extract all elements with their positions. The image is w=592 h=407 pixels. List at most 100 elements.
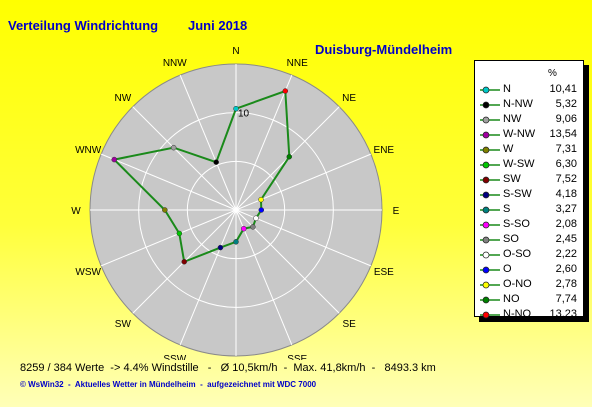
- data-point-ssw: [217, 244, 224, 251]
- legend-item: W-SW 6,30: [475, 158, 583, 173]
- direction-label: SW: [115, 319, 132, 330]
- direction-label: SSE: [287, 354, 307, 360]
- legend-unit: %: [548, 68, 557, 79]
- direction-label: ESE: [374, 267, 394, 278]
- grid-spoke: [132, 106, 237, 211]
- legend-item: O-NO 2,78: [475, 278, 583, 293]
- legend-marker: [480, 176, 500, 184]
- direction-labels: 10NNNENEENEEESESESSESSSWSWWSWWWNWNWNNW: [71, 46, 399, 360]
- legend-value: 7,74: [555, 293, 577, 305]
- legend-label: N: [503, 83, 511, 95]
- legend-marker: [480, 131, 500, 139]
- legend-item: O-SO 2,22: [475, 248, 583, 263]
- chart-date: Juni 2018: [188, 18, 248, 33]
- legend-value: 2,78: [555, 278, 577, 290]
- legend-marker: [480, 86, 500, 94]
- legend-marker: [480, 161, 500, 169]
- legend-item: S-SO 2,08: [475, 218, 583, 233]
- credit-line: © WsWin32 - Aktuelles Wetter in Mündelhe…: [20, 380, 317, 389]
- legend-value: 2,60: [555, 263, 577, 275]
- legend-value: 4,18: [555, 188, 577, 200]
- legend-marker: [480, 236, 500, 244]
- station-name: Duisburg-Mündelheim: [315, 42, 453, 57]
- direction-label: W: [71, 206, 81, 217]
- chart-title: Verteilung Windrichtung: [8, 18, 159, 33]
- legend-marker: [480, 296, 500, 304]
- legend-label: SW: [503, 173, 521, 185]
- legend-item: SO 2,45: [475, 233, 583, 248]
- legend-value: 10,41: [549, 83, 577, 95]
- legend-marker: [480, 221, 500, 229]
- data-point-ese: [253, 215, 259, 222]
- ring-label: 10: [238, 109, 250, 120]
- legend-value: 2,45: [555, 233, 577, 245]
- legend-marker: [480, 116, 500, 124]
- legend-value: 3,27: [555, 203, 577, 215]
- legend-item: O 2,60: [475, 263, 583, 278]
- grid-spoke: [235, 209, 293, 346]
- data-point-wnw: [111, 156, 117, 163]
- legend-marker: [480, 281, 500, 289]
- legend-label: O-SO: [503, 248, 532, 260]
- grid-spoke: [179, 74, 237, 211]
- legend-label: SO: [503, 233, 519, 245]
- wind-rose-chart: 10NNNENEENEEESESESSESSSWSWWSWWWNWNWNNW: [71, 46, 399, 360]
- data-point-se: [250, 224, 256, 230]
- data-point-e: [258, 207, 265, 213]
- legend-marker: [480, 206, 500, 214]
- legend-marker: [480, 251, 500, 259]
- data-point-n: [233, 105, 239, 112]
- legend-label: W: [503, 143, 514, 155]
- data-point-ne: [286, 153, 293, 160]
- legend-item: S-SW 4,18: [475, 188, 583, 203]
- direction-label: NE: [342, 93, 356, 104]
- data-point-nnw: [213, 159, 219, 165]
- legend-label: O-NO: [503, 278, 532, 290]
- legend-marker: [480, 101, 500, 109]
- legend-label: W-NW: [503, 128, 536, 140]
- legend-marker: [480, 266, 500, 274]
- data-point-wsw: [176, 230, 183, 237]
- legend-marker: [480, 146, 500, 154]
- direction-label: NNE: [287, 58, 308, 69]
- legend-item: NW 9,06: [475, 113, 583, 128]
- legend-label: O: [503, 263, 512, 275]
- grid-spoke: [100, 153, 237, 211]
- legend: % N 10,41 N-NW 5,32 NW 9,06 W-NW 13,54 W 7,31 W-SW…: [474, 60, 584, 320]
- grid-spoke: [100, 209, 237, 267]
- direction-label: SE: [342, 319, 356, 330]
- legend-label: NO: [503, 293, 520, 305]
- grid-spoke: [235, 74, 293, 211]
- legend-value: 2,22: [555, 248, 577, 260]
- legend-label: N-NO: [503, 308, 532, 320]
- legend-item: NO 7,74: [475, 293, 583, 308]
- legend-item: N-NW 5,32: [475, 98, 583, 113]
- direction-label: NW: [115, 93, 132, 104]
- legend-value: 5,32: [555, 98, 577, 110]
- data-point-sw: [181, 259, 187, 265]
- direction-label: WSW: [75, 267, 101, 278]
- stats-footer: 8259 / 384 Werte -> 4.4% Windstille - Ø …: [20, 362, 436, 374]
- data-point-nw: [170, 144, 177, 151]
- legend-item: W-NW 13,54: [475, 128, 583, 143]
- legend-value: 7,52: [555, 173, 577, 185]
- wind-series: [111, 88, 293, 265]
- legend-marker: [480, 191, 500, 199]
- legend-label: W-SW: [503, 158, 535, 170]
- direction-label: ENE: [374, 145, 395, 156]
- legend-item: S 3,27: [475, 203, 583, 218]
- legend-label: S-SO: [503, 218, 530, 230]
- legend-label: N-NW: [503, 98, 533, 110]
- legend-item: N 10,41: [475, 83, 583, 98]
- direction-label: E: [393, 206, 400, 217]
- direction-label: N: [232, 46, 239, 57]
- legend-item: W 7,31: [475, 143, 583, 158]
- data-point-w: [162, 207, 168, 213]
- legend-label: S-SW: [503, 188, 532, 200]
- data-point-s: [233, 239, 239, 245]
- direction-label: NNW: [163, 58, 187, 69]
- legend-value: 2,08: [555, 218, 577, 230]
- data-point-ene: [258, 196, 264, 203]
- legend-item: N-NO 13,23: [475, 308, 583, 323]
